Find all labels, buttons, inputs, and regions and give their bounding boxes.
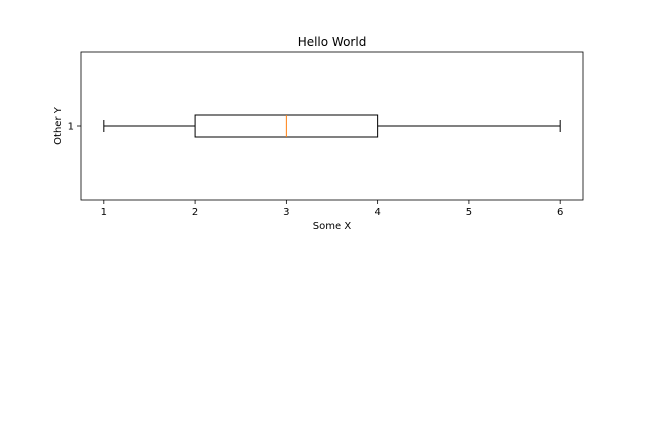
x-axis-ticks: 1 2 3 4 5 6 <box>101 200 563 218</box>
y-tick-label: 1 <box>68 122 74 133</box>
x-tick-label: 2 <box>192 207 198 218</box>
x-tick-label: 5 <box>466 207 472 218</box>
x-tick-label: 4 <box>374 207 380 218</box>
y-axis-ticks: 1 <box>68 122 81 133</box>
chart-title: Hello World <box>298 35 367 49</box>
x-tick-label: 6 <box>557 207 563 218</box>
y-axis-label: Other Y <box>53 106 64 145</box>
x-tick-label: 3 <box>283 207 289 218</box>
box-plot-group <box>103 114 561 138</box>
x-tick-label: 1 <box>101 207 107 218</box>
x-axis-label: Some X <box>313 221 352 232</box>
